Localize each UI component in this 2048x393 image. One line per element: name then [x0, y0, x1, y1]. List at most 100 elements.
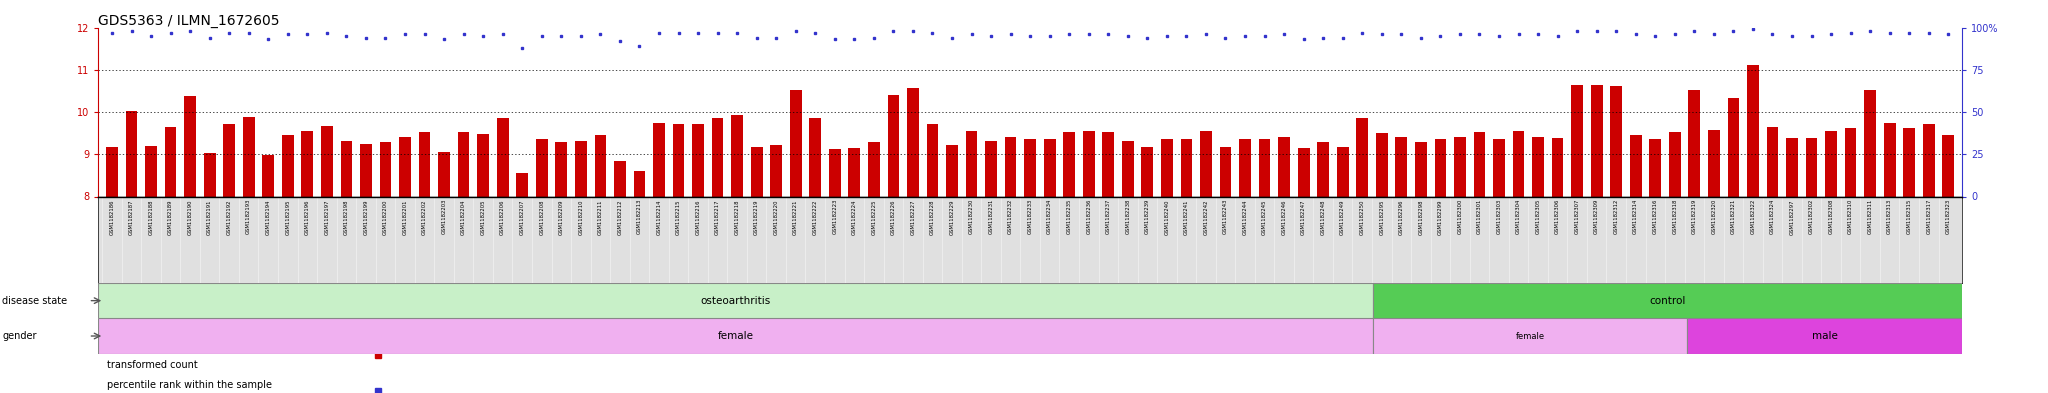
Text: GSM1182188: GSM1182188	[150, 199, 154, 235]
Text: GSM1182231: GSM1182231	[989, 199, 993, 235]
Text: GSM1182315: GSM1182315	[1907, 199, 1911, 235]
Bar	[926, 124, 938, 196]
Text: GSM1182226: GSM1182226	[891, 199, 895, 235]
Bar	[1552, 138, 1563, 196]
Bar	[1610, 86, 1622, 196]
Bar	[1806, 138, 1817, 196]
Text: GSM1182302: GSM1182302	[1808, 199, 1815, 235]
Text: control: control	[1649, 296, 1686, 306]
Text: GSM1182199: GSM1182199	[362, 199, 369, 235]
Bar	[1786, 138, 1798, 196]
Text: GSM1182210: GSM1182210	[578, 199, 584, 235]
Text: GSM1182247: GSM1182247	[1300, 199, 1307, 235]
Text: GSM1182216: GSM1182216	[696, 199, 700, 235]
Text: GSM1182305: GSM1182305	[1536, 199, 1540, 235]
Text: GSM1182221: GSM1182221	[793, 199, 799, 235]
Bar	[887, 95, 899, 196]
Bar	[692, 124, 705, 196]
Text: GSM1182234: GSM1182234	[1047, 199, 1053, 235]
Text: GSM1182209: GSM1182209	[559, 199, 563, 235]
Bar	[1239, 140, 1251, 196]
Bar	[672, 124, 684, 196]
Text: GSM1182307: GSM1182307	[1575, 199, 1579, 235]
Bar	[1083, 131, 1094, 196]
Bar	[791, 90, 801, 196]
Bar	[1356, 118, 1368, 196]
Bar	[1454, 136, 1466, 196]
Bar	[1180, 140, 1192, 196]
Text: GSM1182237: GSM1182237	[1106, 199, 1110, 235]
Bar	[418, 132, 430, 196]
Text: GSM1182212: GSM1182212	[616, 199, 623, 235]
Text: GSM1182223: GSM1182223	[831, 199, 838, 235]
Bar	[1513, 131, 1524, 196]
Text: GSM1182202: GSM1182202	[422, 199, 428, 235]
Bar	[1221, 147, 1231, 196]
Text: GDS5363 / ILMN_1672605: GDS5363 / ILMN_1672605	[98, 13, 281, 28]
Bar	[184, 96, 197, 196]
Text: GSM1182319: GSM1182319	[1692, 199, 1698, 235]
Text: GSM1182215: GSM1182215	[676, 199, 682, 235]
Text: percentile rank within the sample: percentile rank within the sample	[106, 380, 272, 390]
Text: GSM1182218: GSM1182218	[735, 199, 739, 235]
Bar	[262, 155, 274, 196]
Text: GSM1182301: GSM1182301	[1477, 199, 1483, 235]
Bar	[868, 142, 881, 196]
Text: GSM1182249: GSM1182249	[1339, 199, 1346, 235]
Bar	[125, 111, 137, 196]
Text: GSM1182214: GSM1182214	[657, 199, 662, 235]
Bar	[1278, 136, 1290, 196]
Bar	[1260, 140, 1270, 196]
Bar	[223, 124, 236, 196]
Text: GSM1182229: GSM1182229	[950, 199, 954, 235]
Bar	[731, 116, 743, 196]
Bar	[399, 136, 412, 196]
Bar	[1532, 136, 1544, 196]
Text: GSM1182241: GSM1182241	[1184, 199, 1190, 235]
Bar	[1161, 140, 1174, 196]
Bar	[98, 283, 1374, 318]
Bar	[322, 125, 332, 196]
Bar	[1415, 142, 1427, 196]
Text: GSM1182233: GSM1182233	[1028, 199, 1032, 234]
Text: disease state: disease state	[2, 296, 68, 306]
Bar	[555, 141, 567, 196]
Bar	[283, 135, 293, 196]
Text: GSM1182227: GSM1182227	[911, 199, 915, 235]
Text: GSM1182304: GSM1182304	[1516, 199, 1522, 235]
Text: GSM1182194: GSM1182194	[266, 199, 270, 235]
Bar	[164, 127, 176, 196]
Bar	[1395, 137, 1407, 196]
Bar	[713, 118, 723, 196]
Bar	[1376, 133, 1389, 196]
Bar	[537, 140, 547, 196]
Bar	[516, 173, 528, 196]
Text: GSM1182222: GSM1182222	[813, 199, 817, 235]
Bar	[438, 152, 451, 196]
Bar	[809, 118, 821, 196]
Bar	[1864, 90, 1876, 196]
Bar	[244, 117, 254, 196]
Text: GSM1182206: GSM1182206	[500, 199, 506, 235]
Text: GSM1182313: GSM1182313	[1886, 199, 1892, 234]
Bar	[1141, 147, 1153, 196]
Bar	[633, 171, 645, 196]
Bar	[360, 144, 373, 196]
Bar	[379, 142, 391, 196]
Bar	[575, 141, 586, 196]
Text: GSM1182312: GSM1182312	[1614, 199, 1618, 235]
Bar	[1475, 132, 1485, 196]
Bar	[98, 318, 1374, 354]
Bar	[946, 145, 958, 196]
Bar	[301, 131, 313, 196]
Text: GSM1182235: GSM1182235	[1067, 199, 1071, 235]
Text: GSM1182323: GSM1182323	[1946, 199, 1952, 234]
Text: GSM1182204: GSM1182204	[461, 199, 467, 235]
Text: GSM1182311: GSM1182311	[1868, 199, 1872, 235]
Text: GSM1182250: GSM1182250	[1360, 199, 1364, 235]
Bar	[770, 145, 782, 196]
Bar	[967, 131, 977, 196]
Text: GSM1182317: GSM1182317	[1927, 199, 1931, 235]
Text: GSM1182295: GSM1182295	[1378, 199, 1384, 235]
Text: GSM1182195: GSM1182195	[285, 199, 291, 235]
